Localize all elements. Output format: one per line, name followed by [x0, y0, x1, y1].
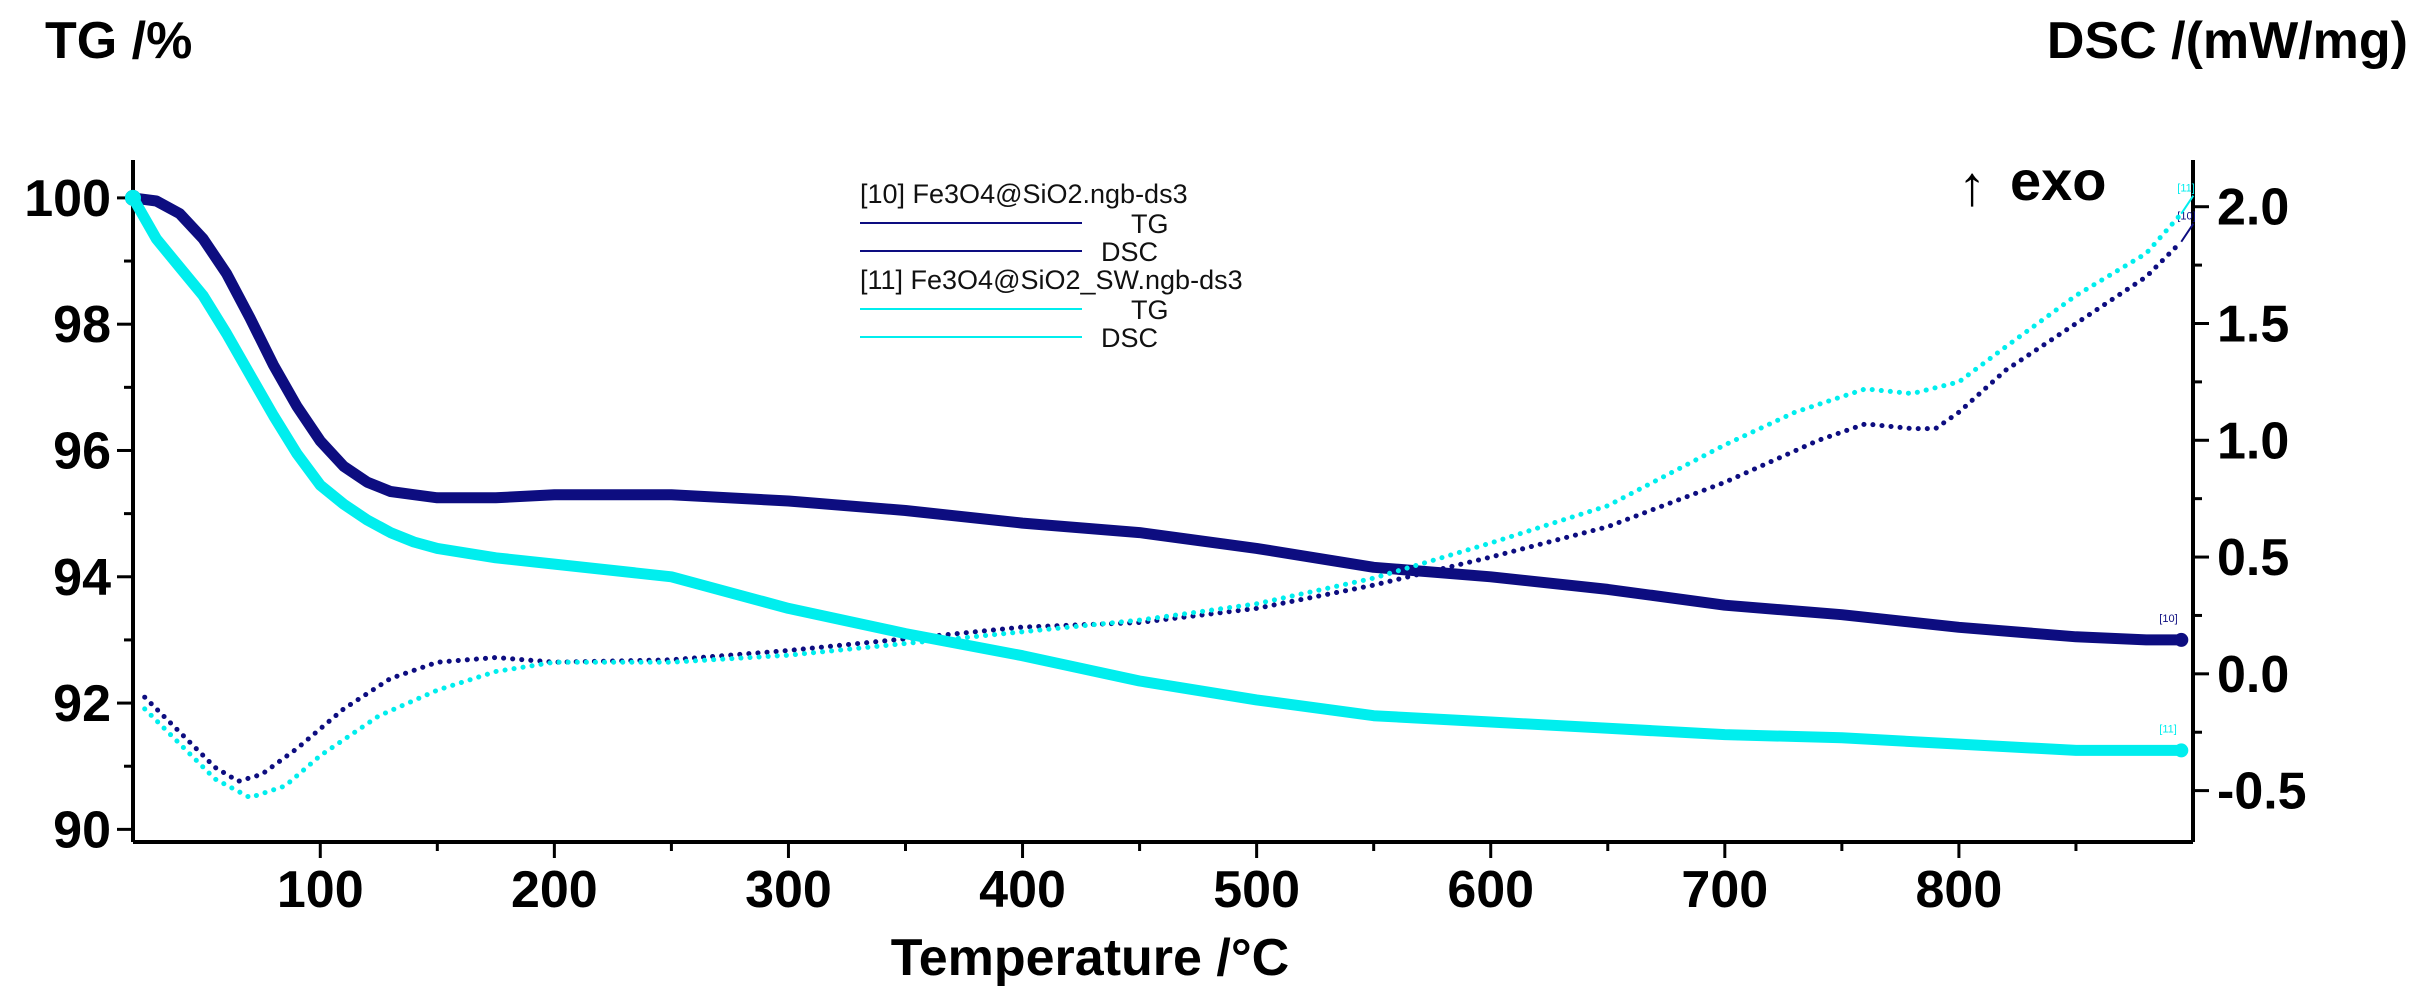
x-tick-label: 500	[1213, 861, 1300, 919]
x-tick-label: 700	[1681, 861, 1768, 919]
y-left-tick-label: 96	[53, 422, 111, 480]
y-left-axis-title: TG /%	[45, 12, 192, 70]
y-left-tick-label: 100	[24, 170, 111, 228]
x-tick-label: 300	[745, 861, 832, 919]
x-tick-label: 600	[1447, 861, 1534, 919]
y-right-tick-label: 2.0	[2217, 179, 2289, 237]
exo-indicator: ↑ exo	[1958, 149, 2107, 217]
exo-arrow-icon: ↑	[1958, 154, 1986, 217]
series-10-tg-line	[127, 192, 2187, 646]
x-tick-label: 400	[979, 861, 1066, 919]
x-axis-title: Temperature /°C	[891, 929, 1289, 987]
series-11-tg-line	[127, 192, 2187, 756]
exo-label: exo	[2010, 149, 2107, 212]
y-left-tick-label: 98	[53, 296, 111, 354]
series-10-tg-end-marker	[2174, 632, 2189, 647]
y-right-tick-label: 0.0	[2217, 646, 2289, 704]
y-right-tick-label: 0.5	[2217, 529, 2289, 587]
legend-entry-label: DSC	[1101, 323, 1158, 353]
legend-entry-label: DSC	[1101, 237, 1158, 267]
series-11-dsc-end-label: [11]	[2177, 183, 2195, 195]
y-right-tick-label: -0.5	[2217, 763, 2307, 821]
series-layer: [10][10][11][11]	[125, 183, 2196, 801]
y-right-tick-label: 1.5	[2217, 295, 2289, 353]
series-10-dsc-leader	[2180, 223, 2195, 243]
x-tick-label: 100	[277, 861, 364, 919]
y-left-tick-label: 94	[53, 549, 111, 607]
axes-layer: 100 200 300 400 500 600 700 800 90 92 94 96 98 100 -0.…	[24, 160, 2307, 919]
legend-title: [11] Fe3O4@SiO2_SW.ngb-ds3	[860, 265, 1243, 295]
legend-entry-label: TG	[1131, 209, 1169, 239]
series-11-tg-end-marker	[2174, 743, 2189, 758]
legend-entry-label: TG	[1131, 295, 1169, 325]
x-tick-label: 200	[511, 861, 598, 919]
series-10-tg-end-label: [10]	[2159, 613, 2177, 625]
series-11-tg-end-label: [11]	[2159, 723, 2177, 735]
y-right-axis-title: DSC /(mW/mg)	[2047, 12, 2408, 70]
legend-title: [10] Fe3O4@SiO2.ngb-ds3	[860, 179, 1188, 209]
y-left-tick-label: 92	[53, 675, 111, 733]
x-tick-label: 800	[1916, 861, 2003, 919]
series-11-tg-start-marker	[125, 189, 141, 206]
series-11-dsc-leader	[2180, 195, 2195, 215]
series-11-dsc-line	[142, 211, 2184, 801]
y-right-tick-label: 1.0	[2217, 412, 2289, 470]
y-left-tick-label: 90	[53, 801, 111, 859]
